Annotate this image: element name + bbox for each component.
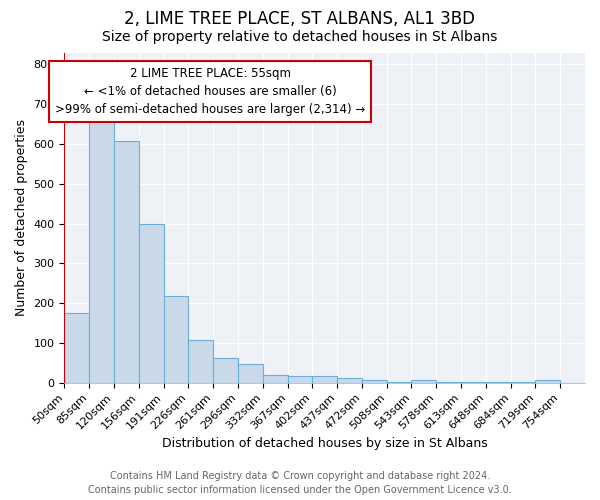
Bar <box>337 378 362 382</box>
Bar <box>64 313 89 382</box>
Bar <box>287 376 313 382</box>
Y-axis label: Number of detached properties: Number of detached properties <box>15 119 28 316</box>
Text: Size of property relative to detached houses in St Albans: Size of property relative to detached ho… <box>103 30 497 44</box>
Bar <box>114 141 139 382</box>
Bar <box>412 380 436 382</box>
Bar <box>139 224 164 382</box>
Text: Contains HM Land Registry data © Crown copyright and database right 2024.
Contai: Contains HM Land Registry data © Crown c… <box>88 471 512 495</box>
Bar <box>313 376 337 382</box>
Bar <box>188 340 213 382</box>
X-axis label: Distribution of detached houses by size in St Albans: Distribution of detached houses by size … <box>162 437 488 450</box>
Text: 2, LIME TREE PLACE, ST ALBANS, AL1 3BD: 2, LIME TREE PLACE, ST ALBANS, AL1 3BD <box>125 10 476 28</box>
Bar <box>535 380 560 382</box>
Bar <box>213 358 238 382</box>
Bar <box>263 375 287 382</box>
Text: 2 LIME TREE PLACE: 55sqm
← <1% of detached houses are smaller (6)
>99% of semi-d: 2 LIME TREE PLACE: 55sqm ← <1% of detach… <box>55 68 365 116</box>
Bar <box>362 380 386 382</box>
Bar <box>238 364 263 382</box>
Bar <box>89 120 114 382</box>
Bar <box>164 296 188 382</box>
